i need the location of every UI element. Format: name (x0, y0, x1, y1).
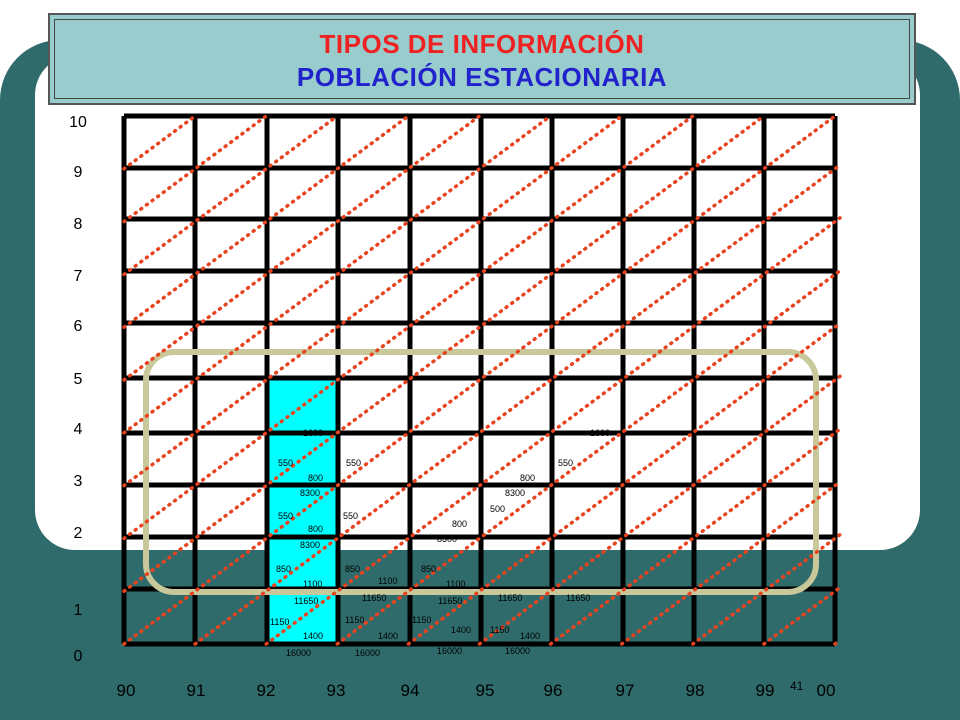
annotation-value: 1150 (270, 617, 289, 627)
lifeline-dotted (548, 427, 842, 646)
lifeline-dotted (762, 585, 842, 646)
lifeline-dotted (335, 268, 842, 646)
lifeline-dotted (122, 114, 340, 277)
annotation-value: 16000 (437, 646, 462, 656)
annotation-value: 8300 (300, 488, 320, 498)
x-axis-label: 95 (475, 681, 495, 700)
x-axis-label: 94 (400, 681, 420, 700)
annotation-value: 16000 (505, 646, 530, 656)
x-axis-label: 91 (186, 681, 206, 700)
lifeline-dotted (477, 374, 842, 646)
lifeline-dotted (122, 114, 553, 435)
y-axis-label: 8 (73, 216, 83, 233)
annotation-value: 550 (278, 458, 293, 468)
annotation-value: 16000 (286, 648, 311, 658)
annotation-value: 800 (308, 473, 323, 483)
lifeline-dotted (122, 114, 695, 541)
annotation-value: 1100 (378, 576, 397, 586)
page-number: 41 (790, 679, 804, 693)
annotation-value: 850 (345, 564, 360, 574)
annotation-value: 800 (520, 473, 535, 483)
annotation-value: 550 (346, 458, 361, 468)
annotation-value: 1400 (451, 625, 471, 635)
annotation-value: 550 (278, 511, 293, 521)
y-axis-label: 3 (73, 473, 83, 490)
annotation-value: 1100 (303, 579, 322, 589)
lifeline-dotted (833, 638, 842, 646)
y-axis-label: 9 (73, 164, 83, 181)
annotation-value: 850 (276, 564, 291, 574)
x-axis-label: 92 (256, 681, 276, 700)
y-axis-label: 7 (73, 268, 83, 285)
annotation-value: 1400 (520, 631, 540, 641)
y-axis-label: 10 (69, 114, 87, 131)
x-axis-label: 90 (116, 681, 136, 700)
lifeline-dotted (122, 114, 411, 329)
annotation-value: 11650 (294, 596, 318, 606)
annotation-value: 1600 (303, 428, 323, 438)
annotation-value: 11650 (362, 593, 386, 603)
x-axis-label: 96 (543, 681, 563, 700)
lifeline-dotted (406, 321, 842, 646)
x-axis-label: 93 (326, 681, 346, 700)
annotation-value: 11650 (498, 593, 522, 603)
x-axis-label: 00 (816, 681, 836, 700)
y-axis-label: 5 (73, 371, 83, 388)
y-axis-label: 6 (73, 318, 83, 335)
lifeline-dotted (193, 163, 842, 646)
annotation-value: 8300 (300, 540, 320, 550)
annotation-value: 1150 (412, 615, 431, 625)
annotation-value: 550 (343, 511, 358, 521)
annotation-value: 800 (308, 524, 323, 534)
x-axis-label: 99 (755, 681, 775, 700)
lifeline-dotted (122, 114, 482, 382)
annotation-value: 11650 (438, 596, 462, 606)
x-axis-label: 98 (685, 681, 705, 700)
title-line-2: POBLACIÓN ESTACIONARIA (296, 62, 668, 92)
y-axis-label: 1 (73, 602, 83, 619)
annotation-value: 1150 (490, 625, 509, 635)
annotation-value: 1600 (590, 428, 610, 438)
annotation-value: 800 (452, 519, 467, 529)
lifeline-dotted (122, 114, 837, 646)
title-line-1: TIPOS DE INFORMACIÓN (319, 29, 645, 59)
annotation-value: 1100 (446, 579, 465, 589)
annotation-value: 500 (490, 504, 505, 514)
annotation-value: 1150 (345, 615, 364, 625)
annotation-value: 550 (558, 458, 573, 468)
observation-window-box (143, 349, 819, 595)
annotation-value: 16000 (355, 648, 380, 658)
annotation-value: 850 (421, 564, 436, 574)
annotation-value: 8300 (437, 534, 457, 544)
annotation-value: 11650 (566, 593, 590, 603)
x-axis-label: 97 (615, 681, 635, 700)
lifeline-dotted (122, 114, 624, 488)
slide-background-panel (35, 55, 920, 550)
annotation-value: 8300 (505, 488, 525, 498)
lifeline-dotted (619, 480, 842, 646)
title-box: TIPOS DE INFORMACIÓN POBLACIÓN ESTACIONA… (48, 13, 916, 105)
lifeline-dotted (691, 532, 842, 646)
y-axis-label: 2 (73, 525, 83, 542)
annotation-value: 1400 (303, 631, 323, 641)
lifeline-dotted (122, 114, 197, 171)
lifeline-dotted (122, 114, 268, 224)
annotation-value: 1400 (378, 631, 398, 641)
y-axis-label: 0 (73, 648, 83, 665)
y-axis-label: 4 (73, 421, 83, 438)
lifeline-dotted (264, 216, 842, 646)
lifeline-dotted (122, 114, 766, 593)
